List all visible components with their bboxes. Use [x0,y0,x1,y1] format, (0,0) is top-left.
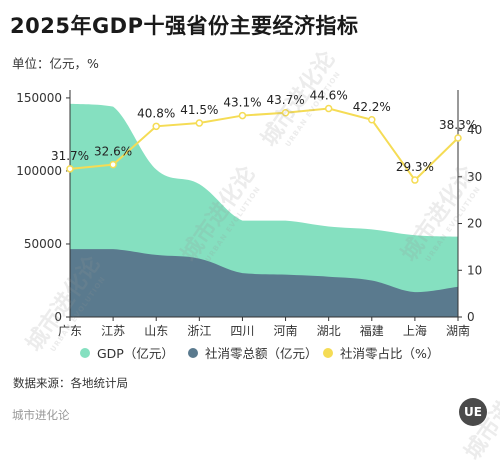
y-right-tick-label: 30 [467,170,482,184]
legend: GDP（亿元） 社消零总额（亿元） 社消零占比（%） [0,343,500,365]
x-tick-label: 福建 [360,323,384,338]
x-tick-label: 上海 [403,323,427,338]
legend-item-gdp: GDP（亿元） [80,343,174,362]
y-left-tick-label: 150000 [16,91,62,105]
legend-label-retail: 社消零总额（亿元） [205,346,318,361]
y-left-tick-label: 50000 [24,237,62,251]
ratio-data-label: 43.7% [266,93,304,107]
ratio-data-label: 41.5% [180,103,218,117]
ratio-point [368,116,376,124]
chart: 0 50000 100000 150000 0 10 20 30 40 广东 江苏 山东 浙江 四川 河南 湖… [16,89,482,338]
ratio-data-label: 43.1% [223,96,261,110]
ratio-data-label: 42.2% [353,100,391,114]
legend-swatch-ratio [323,347,333,358]
ratio-point [152,122,160,131]
chart-title: 2025年GDP十强省份主要经济指标 [10,14,359,38]
ratio-point [109,160,117,169]
legend-label-ratio: 社消零占比（%） [340,346,440,361]
brand-logo: UE [459,398,487,426]
x-tick-label: 浙江 [187,324,211,338]
y-right-tick-label: 20 [467,217,482,231]
y-right-tick-label: 40 [467,123,482,137]
legend-swatch-gdp [80,347,90,358]
x-tick-label: 广东 [58,324,82,338]
ratio-point [281,109,290,117]
ratio-data-label: 40.8% [137,106,175,120]
ratio-point [195,119,204,127]
ratio-data-label: 32.6% [94,145,132,159]
x-tick-label: 山东 [144,324,168,338]
legend-label-gdp: GDP（亿元） [97,346,174,361]
ratio-data-label: 31.7% [51,149,89,163]
x-tick-label: 湖北 [317,323,341,338]
footer-brand: 城市进化论 [12,408,70,422]
area-retail-sales [70,249,458,317]
ratio-data-label: 29.3% [396,160,434,174]
x-tick-label: 江苏 [101,324,125,338]
data-source: 数据来源：各地统计局 [13,376,128,390]
y-right-tick-label: 0 [467,310,475,324]
ratio-data-label: 44.6% [310,89,348,103]
x-tick-label: 河南 [274,323,298,338]
legend-item-ratio: 社消零占比（%） [323,343,439,362]
y-left-tick-label: 0 [54,310,62,324]
legend-swatch-retail [188,347,198,358]
line-retail-ratio [69,107,459,182]
ratio-point [411,176,419,184]
ratio-point [66,165,74,173]
x-tick-label: 湖南 [446,323,470,338]
legend-item-retail: 社消零总额（亿元） [188,343,318,362]
y-left-tick-label: 100000 [16,164,62,178]
ratio-point [454,134,462,142]
x-tick-label: 四川 [230,324,254,338]
ratio-point [324,104,333,113]
unit-label: 单位：亿元，% [12,56,99,71]
ratio-point [238,111,247,120]
y-right-tick-label: 10 [467,263,482,277]
ratio-data-label: 38.3% [439,118,477,132]
